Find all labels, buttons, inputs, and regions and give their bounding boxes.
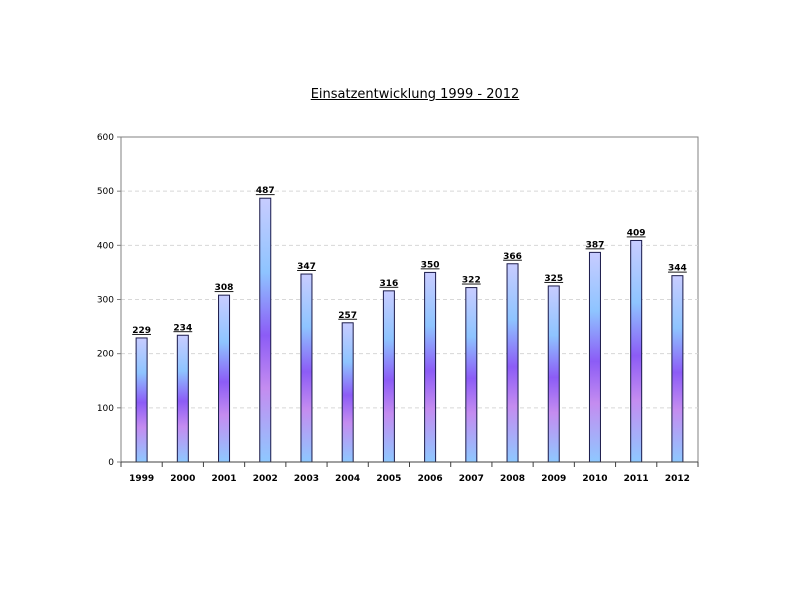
bar: [630, 239, 643, 463]
bar: [588, 251, 601, 463]
x-tick-label: 2003: [294, 474, 319, 484]
labels: 0 100 200 300 400 500 600 229 1999 234 2000 308 2001…: [97, 133, 690, 484]
bar: [218, 294, 231, 463]
data-label: 322: [462, 276, 481, 286]
x-tick-label: 2007: [459, 474, 484, 484]
y-tick-label: 400: [97, 241, 114, 251]
data-label: 257: [338, 311, 357, 321]
y-tick-label: 200: [97, 350, 114, 360]
x-tick-label: 1999: [129, 474, 154, 484]
data-label: 366: [503, 252, 522, 262]
data-label: 325: [544, 274, 563, 284]
x-tick-label: 2009: [541, 474, 566, 484]
bar: [135, 337, 148, 463]
x-tick-label: 2010: [582, 474, 607, 484]
bar: [176, 334, 189, 463]
y-tick-label: 300: [97, 296, 114, 306]
data-label: 308: [215, 283, 234, 293]
bar: [465, 287, 478, 463]
data-label: 409: [627, 228, 646, 238]
axes: [117, 136, 699, 467]
data-label: 487: [256, 186, 275, 196]
data-label: 229: [132, 326, 151, 336]
data-label: 347: [297, 262, 316, 272]
x-tick-label: 2008: [500, 474, 525, 484]
x-tick-label: 2012: [665, 474, 690, 484]
y-tick-label: 0: [108, 458, 114, 468]
x-tick-label: 2001: [212, 474, 237, 484]
y-tick-label: 100: [97, 404, 114, 414]
bar: [547, 285, 560, 463]
data-label: 350: [421, 260, 440, 270]
x-tick-label: 2004: [335, 474, 360, 484]
x-tick-label: 2006: [418, 474, 443, 484]
y-tick-label: 600: [97, 133, 114, 143]
x-tick-label: 2005: [376, 474, 401, 484]
gridlines: [121, 190, 698, 409]
data-label: 234: [173, 323, 192, 333]
bar: [506, 263, 519, 463]
bar: [259, 197, 272, 463]
data-label: 344: [668, 264, 687, 274]
bar: [382, 290, 395, 463]
bar: [424, 271, 437, 463]
data-label: 316: [379, 279, 398, 289]
x-tick-label: 2002: [253, 474, 278, 484]
x-tick-label: 2011: [624, 474, 649, 484]
bar: [300, 273, 313, 463]
y-tick-label: 500: [97, 187, 114, 197]
bar: [671, 275, 684, 463]
data-label: 387: [586, 240, 605, 250]
bar: [341, 322, 354, 463]
chart-title: Einsatzentwicklung 1999 - 2012: [310, 87, 520, 102]
x-tick-label: 2000: [170, 474, 195, 484]
